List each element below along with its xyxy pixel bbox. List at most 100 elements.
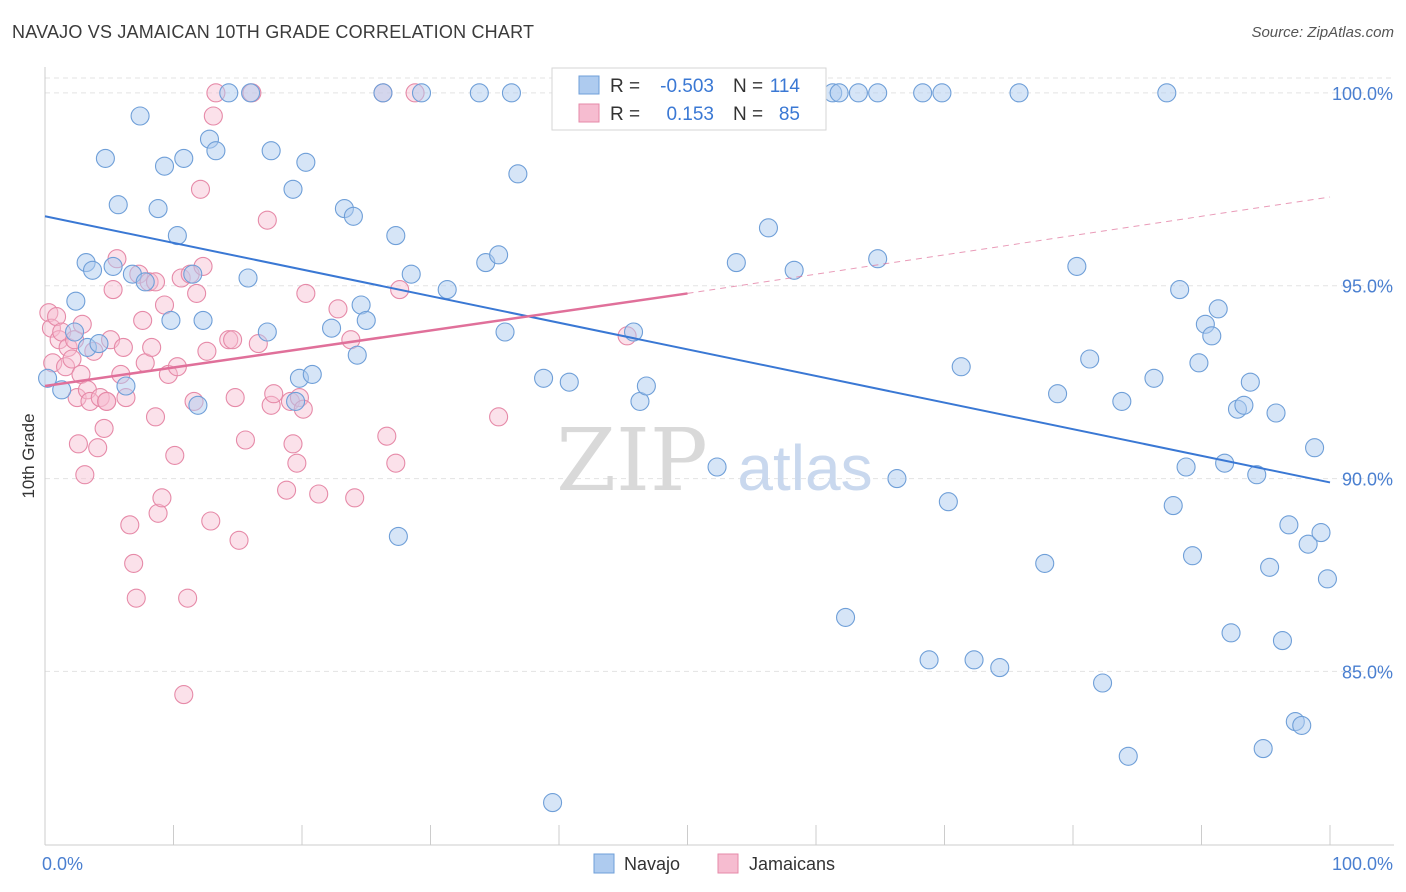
navajo-point	[219, 83, 239, 103]
navajo-point	[1253, 739, 1273, 759]
jamaicans-point	[120, 515, 140, 535]
navajo-point	[193, 310, 213, 330]
navajo-point	[261, 141, 281, 161]
jamaicans-n-value: 85	[779, 104, 800, 125]
jamaicans-point	[257, 210, 277, 230]
navajo-point	[1208, 299, 1228, 319]
navajo-point	[1067, 256, 1087, 276]
navajo-point	[1144, 368, 1164, 388]
navajo-point	[388, 526, 408, 546]
navajo-point	[65, 322, 85, 342]
navajo-point	[356, 310, 376, 330]
navajo-point	[964, 650, 984, 670]
navajo-point	[1305, 438, 1325, 458]
jamaicans-point	[67, 388, 87, 408]
navajo-point	[1272, 631, 1293, 651]
jamaicans-point	[328, 299, 348, 319]
x-tick-label: 0.0%	[42, 854, 83, 874]
jamaicans-point	[126, 588, 146, 608]
legend-jamaicans-label: Jamaicans	[749, 854, 835, 874]
navajo-point	[206, 141, 226, 161]
jamaicans-point	[235, 430, 256, 450]
y-tick-labels: 85.0% 90.0% 95.0% 100.0%	[1332, 84, 1393, 683]
navajo-point	[241, 83, 261, 103]
navajo-point	[1157, 83, 1177, 103]
jamaicans-point	[103, 280, 123, 300]
jamaicans-stats-swatch	[578, 103, 600, 123]
navajo-point	[296, 152, 316, 172]
source-label: Source: ZipAtlas.com	[1251, 24, 1394, 41]
navajo-point	[108, 195, 128, 215]
navajo-point	[116, 376, 136, 396]
navajo-point	[1176, 457, 1196, 477]
jamaicans-point	[80, 391, 100, 411]
navajo-point	[784, 260, 804, 280]
navajo-point	[38, 368, 58, 388]
navajo-point	[1182, 546, 1203, 566]
jamaicans-point	[47, 307, 67, 327]
jamaicans-point	[148, 503, 168, 523]
jamaicans-point	[261, 395, 281, 415]
jamaicans-point	[203, 106, 223, 126]
navajo-point	[868, 249, 888, 269]
navajo-point	[726, 253, 746, 273]
jamaicans-point	[190, 179, 211, 199]
navajo-point	[848, 83, 868, 103]
jamaicans-point	[201, 511, 221, 531]
navajo-point	[188, 395, 208, 415]
navajo-point	[283, 179, 303, 199]
navajo-point	[543, 793, 563, 813]
navajo-point	[148, 199, 168, 219]
navajo-point	[183, 264, 203, 284]
navajo-point	[868, 83, 888, 103]
y-tick-label: 85.0%	[1342, 662, 1393, 682]
jamaicans-point	[75, 465, 95, 485]
jamaicans-point	[142, 337, 162, 357]
navajo-point	[257, 322, 277, 342]
jamaicans-point	[41, 318, 61, 338]
navajo-point	[1317, 569, 1337, 589]
navajo-n-label: N =	[733, 76, 763, 97]
jamaicans-trend-extension	[687, 196, 1331, 294]
navajo-point	[343, 206, 363, 226]
jamaicans-point	[178, 588, 198, 608]
jamaicans-point	[174, 685, 194, 705]
navajo-point	[411, 83, 432, 103]
navajo-point	[1247, 465, 1267, 485]
navajo-point	[1035, 553, 1055, 573]
jamaicans-point	[62, 349, 82, 369]
y-tick-label: 90.0%	[1342, 470, 1393, 490]
jamaicans-point	[309, 484, 329, 504]
jamaicans-point	[152, 488, 172, 508]
navajo-point	[913, 83, 933, 103]
navajo-point	[1048, 384, 1068, 404]
navajo-point	[829, 83, 849, 103]
jamaicans-n-label: N =	[733, 104, 763, 125]
watermark: ZIP atlas	[556, 411, 872, 511]
navajo-points	[38, 83, 1337, 813]
jamaicans-point	[264, 384, 284, 404]
navajo-point	[95, 148, 115, 168]
jamaicans-point	[113, 337, 133, 357]
navajo-point	[938, 492, 958, 512]
y-tick-label: 100.0%	[1332, 84, 1393, 104]
navajo-stats-swatch	[578, 75, 600, 95]
jamaicans-point	[296, 283, 316, 303]
jamaicans-point	[133, 310, 153, 330]
navajo-point	[534, 368, 554, 388]
navajo-point	[1163, 496, 1183, 516]
jamaicans-point	[229, 530, 249, 550]
navajo-point	[1093, 673, 1113, 693]
jamaicans-point	[283, 434, 303, 454]
jamaicans-point	[97, 391, 117, 411]
navajo-point	[919, 650, 939, 670]
chart-title: NAVAJO VS JAMAICAN 10TH GRADE CORRELATIO…	[12, 22, 535, 42]
navajo-point	[707, 457, 727, 477]
jamaicans-point	[88, 438, 108, 458]
navajo-point	[951, 357, 971, 377]
navajo-point	[322, 318, 342, 338]
navajo-point	[1009, 83, 1029, 103]
navajo-point	[437, 280, 457, 300]
navajo-point	[559, 372, 579, 392]
y-axis-label: 10th Grade	[19, 413, 38, 498]
